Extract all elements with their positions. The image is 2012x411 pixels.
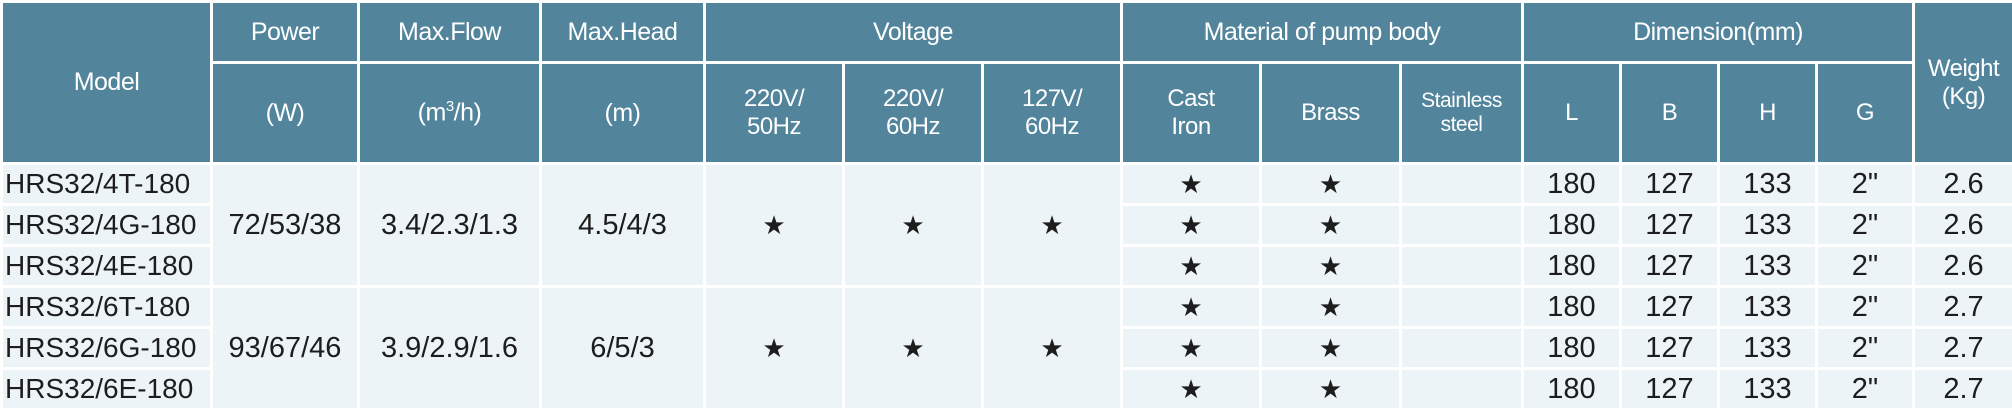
dim-h-cell: 133 bbox=[1719, 246, 1817, 287]
header-material: Material of pump body bbox=[1122, 2, 1523, 63]
voltage-star-icon: ★ bbox=[983, 164, 1122, 287]
dim-h-cell: 133 bbox=[1719, 287, 1817, 328]
weight-cell: 2.6 bbox=[1914, 205, 2012, 246]
model-cell: HRS32/4G-180 bbox=[2, 205, 212, 246]
voltage-star-icon: ★ bbox=[705, 164, 844, 287]
header-voltage-220-60: 220V/ 60Hz bbox=[844, 63, 983, 164]
dim-g-cell: 2" bbox=[1817, 246, 1914, 287]
dim-b-cell: 127 bbox=[1621, 205, 1719, 246]
brass-star-icon: ★ bbox=[1261, 328, 1401, 369]
flow-cell: 3.9/2.9/1.6 bbox=[359, 287, 541, 410]
header-dimension: Dimension(mm) bbox=[1523, 2, 1914, 63]
cast-iron-star-icon: ★ bbox=[1122, 287, 1261, 328]
dim-b-cell: 127 bbox=[1621, 246, 1719, 287]
voltage-star-icon: ★ bbox=[844, 164, 983, 287]
header-head-unit: (m) bbox=[541, 63, 705, 164]
stainless-cell bbox=[1401, 369, 1523, 410]
dim-l-cell: 180 bbox=[1523, 205, 1621, 246]
header-voltage: Voltage bbox=[705, 2, 1122, 63]
header-brass: Brass bbox=[1261, 63, 1401, 164]
power-cell: 93/67/46 bbox=[212, 287, 359, 410]
brass-star-icon: ★ bbox=[1261, 287, 1401, 328]
head-cell: 6/5/3 bbox=[541, 287, 705, 410]
dim-h-cell: 133 bbox=[1719, 369, 1817, 410]
head-cell: 4.5/4/3 bbox=[541, 164, 705, 287]
weight-cell: 2.7 bbox=[1914, 287, 2012, 328]
dim-g-cell: 2" bbox=[1817, 369, 1914, 410]
flow-cell: 3.4/2.3/1.3 bbox=[359, 164, 541, 287]
header-head: Max.Head bbox=[541, 2, 705, 63]
cast-iron-star-icon: ★ bbox=[1122, 369, 1261, 410]
dim-l-cell: 180 bbox=[1523, 328, 1621, 369]
cast-iron-star-icon: ★ bbox=[1122, 328, 1261, 369]
dim-g-cell: 2" bbox=[1817, 205, 1914, 246]
weight-cell: 2.7 bbox=[1914, 369, 2012, 410]
model-cell: HRS32/4E-180 bbox=[2, 246, 212, 287]
header-flow: Max.Flow bbox=[359, 2, 541, 63]
dim-b-cell: 127 bbox=[1621, 287, 1719, 328]
weight-cell: 2.6 bbox=[1914, 164, 2012, 205]
dim-h-cell: 133 bbox=[1719, 205, 1817, 246]
voltage-star-icon: ★ bbox=[844, 287, 983, 410]
header-flow-unit: (m3/h) bbox=[359, 63, 541, 164]
power-cell: 72/53/38 bbox=[212, 164, 359, 287]
header-voltage-127-60: 127V/ 60Hz bbox=[983, 63, 1122, 164]
cast-iron-star-icon: ★ bbox=[1122, 246, 1261, 287]
header-voltage-220-50: 220V/ 50Hz bbox=[705, 63, 844, 164]
dim-g-cell: 2" bbox=[1817, 164, 1914, 205]
weight-cell: 2.6 bbox=[1914, 246, 2012, 287]
header-stainless: Stainless steel bbox=[1401, 63, 1523, 164]
dim-l-cell: 180 bbox=[1523, 287, 1621, 328]
brass-star-icon: ★ bbox=[1261, 205, 1401, 246]
dim-b-cell: 127 bbox=[1621, 164, 1719, 205]
cast-iron-star-icon: ★ bbox=[1122, 205, 1261, 246]
model-cell: HRS32/6E-180 bbox=[2, 369, 212, 410]
dim-g-cell: 2" bbox=[1817, 287, 1914, 328]
dim-h-cell: 133 bbox=[1719, 164, 1817, 205]
dim-l-cell: 180 bbox=[1523, 164, 1621, 205]
header-dim-g: G bbox=[1817, 63, 1914, 164]
model-cell: HRS32/6G-180 bbox=[2, 328, 212, 369]
weight-cell: 2.7 bbox=[1914, 328, 2012, 369]
brass-star-icon: ★ bbox=[1261, 164, 1401, 205]
dim-b-cell: 127 bbox=[1621, 369, 1719, 410]
header-dim-l: L bbox=[1523, 63, 1621, 164]
stainless-cell bbox=[1401, 164, 1523, 205]
stainless-cell bbox=[1401, 205, 1523, 246]
stainless-cell bbox=[1401, 287, 1523, 328]
brass-star-icon: ★ bbox=[1261, 246, 1401, 287]
header-power: Power bbox=[212, 2, 359, 63]
header-model: Model bbox=[2, 2, 212, 164]
header-dim-h: H bbox=[1719, 63, 1817, 164]
header-cast-iron: Cast Iron bbox=[1122, 63, 1261, 164]
header-power-unit: (W) bbox=[212, 63, 359, 164]
voltage-star-icon: ★ bbox=[705, 287, 844, 410]
dim-h-cell: 133 bbox=[1719, 328, 1817, 369]
header-dim-b: B bbox=[1621, 63, 1719, 164]
brass-star-icon: ★ bbox=[1261, 369, 1401, 410]
cast-iron-star-icon: ★ bbox=[1122, 164, 1261, 205]
dim-g-cell: 2" bbox=[1817, 328, 1914, 369]
header-weight: Weight (Kg) bbox=[1914, 2, 2012, 164]
stainless-cell bbox=[1401, 246, 1523, 287]
dim-b-cell: 127 bbox=[1621, 328, 1719, 369]
dim-l-cell: 180 bbox=[1523, 369, 1621, 410]
stainless-cell bbox=[1401, 328, 1523, 369]
model-cell: HRS32/6T-180 bbox=[2, 287, 212, 328]
voltage-star-icon: ★ bbox=[983, 287, 1122, 410]
model-cell: HRS32/4T-180 bbox=[2, 164, 212, 205]
dim-l-cell: 180 bbox=[1523, 246, 1621, 287]
